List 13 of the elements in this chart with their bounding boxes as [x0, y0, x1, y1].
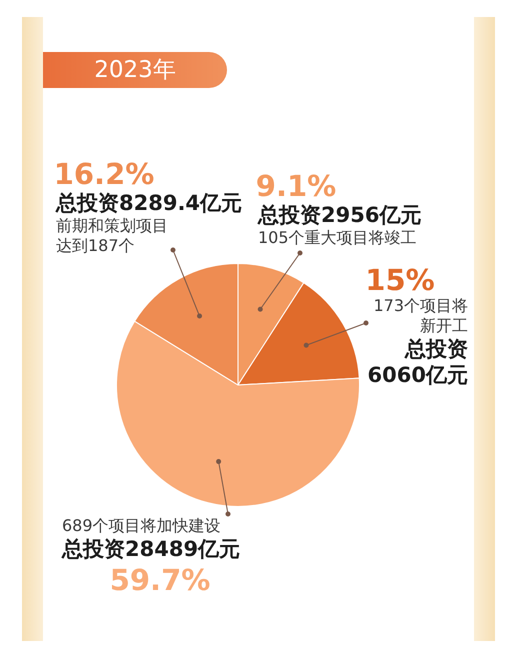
slice-label: 689个项目将加快建设 — [62, 516, 221, 535]
slice-label: 105个重大项目将竣工 — [258, 228, 417, 247]
slice-label: 173个项目将新开工 — [373, 296, 468, 335]
data-label: 16.2% — [54, 157, 154, 191]
slice-label: 前期和策划项目达到187个 — [56, 216, 168, 255]
chart-title: 2023年 — [94, 57, 176, 83]
text: 总投资2956亿元 — [257, 203, 422, 227]
text: 总投资6060亿元 — [368, 337, 468, 387]
data-label: 59.7% — [110, 563, 210, 597]
text: 总投资28489亿元 — [61, 537, 240, 561]
data-label: 15% — [365, 263, 435, 297]
data-label: 9.1% — [256, 169, 336, 203]
text: 总投资8289.4亿元 — [55, 191, 242, 215]
